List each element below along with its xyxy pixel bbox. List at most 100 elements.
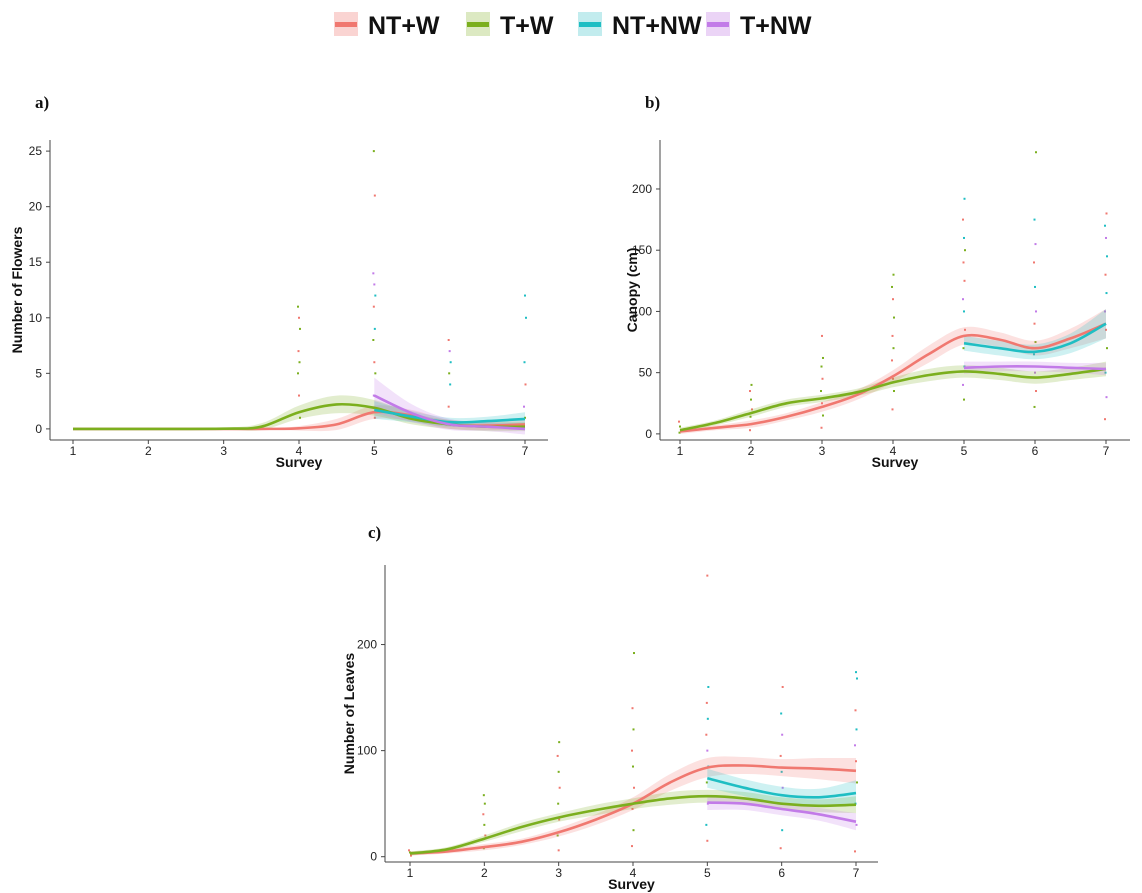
data-point <box>855 823 858 826</box>
data-point <box>964 328 966 331</box>
data-point <box>891 359 893 362</box>
data-point <box>821 402 823 405</box>
data-point <box>632 829 635 832</box>
data-point <box>891 334 894 337</box>
data-point <box>706 574 709 577</box>
data-point <box>780 712 783 715</box>
confidence-band-t-nw <box>374 377 525 435</box>
data-point <box>372 272 375 275</box>
y-axis-title: Canopy (cm) <box>624 248 640 333</box>
data-point <box>631 845 633 848</box>
data-point <box>1034 341 1037 344</box>
x-tick-label: 2 <box>481 866 488 880</box>
x-tick-label: 1 <box>407 866 414 880</box>
data-point <box>749 429 751 432</box>
data-point <box>892 377 894 380</box>
data-point <box>483 802 486 805</box>
data-point <box>679 425 681 428</box>
data-point <box>1105 236 1107 239</box>
data-point <box>557 770 560 773</box>
data-point <box>1105 292 1108 295</box>
data-point <box>749 415 752 418</box>
legend-label: T+NW <box>740 12 812 40</box>
data-point <box>1104 418 1106 421</box>
data-point <box>558 818 561 821</box>
y-tick-label: 150 <box>632 243 652 257</box>
x-tick-label: 7 <box>522 444 529 458</box>
data-point <box>298 361 301 364</box>
x-tick-label: 5 <box>704 866 711 880</box>
data-point <box>781 786 784 789</box>
x-tick-label: 2 <box>748 444 755 458</box>
panel-c: c) 1 2 3 4 5 6 7 0 100 200 Survey Number of Leaves <box>341 523 878 892</box>
data-point <box>410 854 412 857</box>
data-point <box>297 305 299 308</box>
x-tick-label: 6 <box>1032 444 1039 458</box>
data-point <box>523 361 526 364</box>
data-point <box>780 770 783 773</box>
data-point <box>706 717 709 720</box>
series-line-nt-nw <box>706 776 857 799</box>
data-point <box>525 316 527 319</box>
data-point <box>822 356 824 359</box>
x-tick-label: 1 <box>70 444 77 458</box>
y-tick-label: 100 <box>357 744 377 758</box>
data-point <box>1104 371 1107 374</box>
legend-label: T+W <box>500 12 554 40</box>
data-point <box>705 701 708 704</box>
data-point <box>854 850 856 853</box>
data-point <box>750 383 753 386</box>
data-point <box>631 707 634 710</box>
x-tick-label: 2 <box>145 444 152 458</box>
confidence-band-nt-nw <box>964 309 1106 360</box>
y-tick-label: 20 <box>29 200 43 214</box>
data-point <box>854 744 856 747</box>
data-point <box>523 405 525 408</box>
confidence-band-t-w <box>680 361 1106 433</box>
data-point <box>891 285 893 288</box>
panel-letter: a) <box>35 93 49 112</box>
data-point <box>855 671 857 674</box>
data-point <box>447 339 450 341</box>
data-point <box>963 236 965 239</box>
data-point <box>1035 390 1037 393</box>
legend-key-line <box>335 22 357 27</box>
data-point <box>821 334 823 337</box>
data-point <box>706 839 709 842</box>
data-point <box>524 416 526 419</box>
legend-key-line <box>467 22 489 27</box>
data-point <box>1106 347 1108 350</box>
data-point <box>1033 405 1036 408</box>
x-tick-label: 3 <box>555 866 562 880</box>
data-point <box>557 802 560 805</box>
data-point <box>750 398 752 401</box>
y-tick-label: 0 <box>645 427 652 441</box>
x-axis-title: Survey <box>872 454 919 470</box>
data-point <box>1035 310 1037 313</box>
data-point <box>1105 396 1108 399</box>
data-point <box>707 685 710 688</box>
series-line-nt-w <box>679 322 1107 433</box>
data-point <box>962 261 965 264</box>
data-point <box>892 347 895 350</box>
y-axis-title: Number of Flowers <box>9 226 25 353</box>
series-line-t-w <box>409 794 857 855</box>
data-point <box>962 347 965 350</box>
data-point <box>856 781 858 784</box>
data-point <box>706 749 709 752</box>
y-axis-title: Number of Leaves <box>341 653 357 775</box>
x-tick-label: 1 <box>677 444 684 458</box>
data-point <box>705 733 708 736</box>
x-tick-label: 4 <box>630 866 637 880</box>
data-point <box>1033 353 1035 356</box>
data-point <box>557 849 560 852</box>
data-point <box>964 249 966 252</box>
data-point <box>892 273 895 276</box>
x-tick-label: 3 <box>220 444 227 458</box>
data-point <box>372 305 375 308</box>
data-point <box>449 361 452 364</box>
data-point <box>1106 255 1108 258</box>
data-point <box>963 310 965 313</box>
data-point <box>1034 243 1037 246</box>
